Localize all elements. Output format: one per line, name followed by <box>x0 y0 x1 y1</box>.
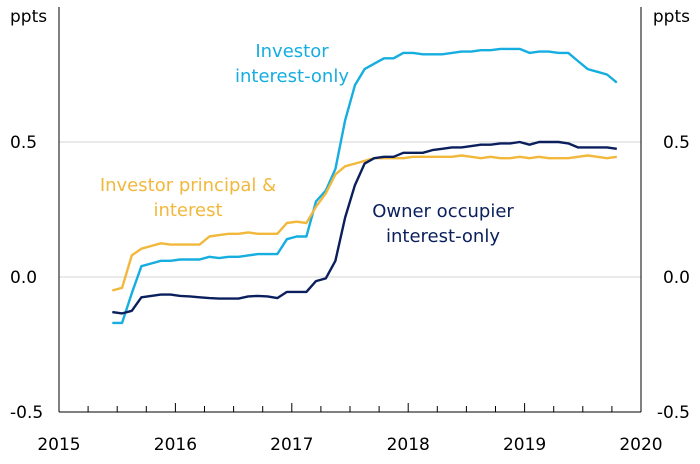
y-tick-label-left: 0.0 <box>10 268 37 288</box>
gridlines <box>59 141 641 278</box>
y-unit-right: ppts <box>653 7 690 27</box>
series-annotation-line: Owner occupier <box>372 201 514 222</box>
x-tick-label: 2015 <box>37 435 80 455</box>
x-tick-label: 2019 <box>503 435 546 455</box>
y-tick-label-right: 0.0 <box>663 268 690 288</box>
y-tick-label-right: -0.5 <box>657 403 690 423</box>
x-axis-labels: 2015 2016 2017 2018 2019 2020 <box>37 435 662 455</box>
series-annotation-0: Investor interest-only <box>235 41 349 87</box>
series-line-2 <box>112 140 617 315</box>
series-annotation-line: Investor principal & <box>100 175 276 196</box>
series-annotation-line: interest-only <box>386 226 500 247</box>
y-unit-left: ppts <box>10 7 47 27</box>
series-annotation-line: interest-only <box>235 66 349 87</box>
plot-frame <box>58 7 642 413</box>
y-axis-labels: 0.5 0.5 0.0 0.0 -0.5 -0.5 <box>10 133 690 423</box>
x-tick-label: 2016 <box>154 435 197 455</box>
series-annotation-1: Investor principal & interest <box>100 175 276 221</box>
series-annotation-2: Owner occupier interest-only <box>372 201 514 247</box>
x-tick-label: 2018 <box>387 435 430 455</box>
x-axis-ticks <box>87 403 613 412</box>
y-tick-label-left: -0.5 <box>10 403 43 423</box>
y-tick-label-left: 0.5 <box>10 133 37 153</box>
y-tick-label-right: 0.5 <box>663 133 690 153</box>
series-annotations: Investor interest-only Investor principal … <box>100 41 515 247</box>
series-line-1 <box>111 154 617 292</box>
series-annotation-line: Investor <box>255 41 329 62</box>
x-tick-label: 2020 <box>619 435 662 455</box>
series-lines <box>111 47 618 325</box>
series-line-0 <box>112 47 618 325</box>
series-annotation-line: interest <box>153 200 222 221</box>
x-tick-label: 2017 <box>270 435 313 455</box>
